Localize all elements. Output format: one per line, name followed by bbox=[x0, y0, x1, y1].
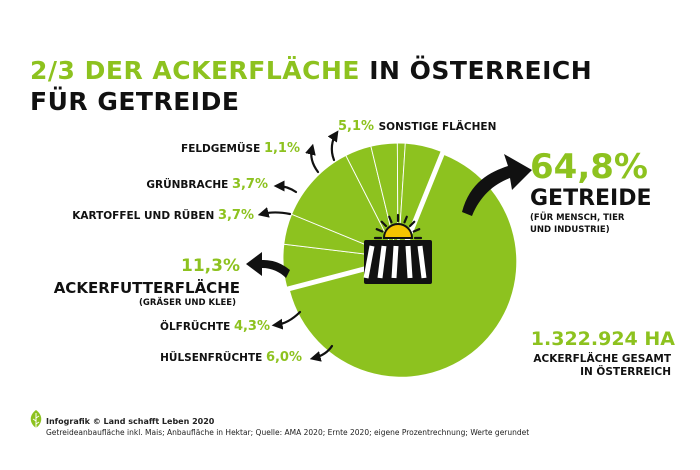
footer: Infografik © Land schafft Leben 2020 Get… bbox=[46, 416, 529, 438]
title-black: IN ÖSTERREICH bbox=[369, 56, 593, 85]
label-getreide-note-1: (FÜR MENSCH, TIER bbox=[530, 212, 625, 223]
label-oelfruechte: ÖLFRÜCHTE 4,3% bbox=[160, 319, 270, 334]
footer-note: Getreideanbaufläche inkl. Mais; Anbauflä… bbox=[46, 428, 530, 437]
sun-over-field-icon bbox=[363, 213, 432, 284]
total-value: 1.322.924 HA bbox=[531, 328, 675, 350]
label-ackerfutter-name: ACKERFUTTERFLÄCHE bbox=[54, 278, 240, 297]
arrow-gruenbrache bbox=[273, 180, 298, 194]
title-line-2: FÜR GETREIDE bbox=[30, 87, 240, 116]
label-sonstige: 5,1% SONSTIGE FLÄCHEN bbox=[338, 119, 496, 134]
label-ackerfutter-value: 11,3% bbox=[181, 256, 240, 276]
label-gruenbrache: GRÜNBRACHE 3,7% bbox=[146, 177, 268, 192]
total-line-2: IN ÖSTERREICH bbox=[580, 364, 671, 378]
footer-brand: Infografik © Land schafft Leben 2020 bbox=[46, 417, 215, 426]
label-feldgemuese: FELDGEMÜSE 1,1% bbox=[181, 141, 300, 156]
arrow-feldgemuese bbox=[305, 143, 320, 174]
leaf-logo-icon bbox=[30, 410, 42, 428]
pie-slice-ackerfutterfläche bbox=[291, 154, 399, 259]
arrow-ackerfutter bbox=[246, 252, 290, 278]
arrow-getreide bbox=[462, 154, 532, 216]
label-getreide-note-2: UND INDUSTRIE) bbox=[530, 225, 610, 235]
arrow-huelsenfruechte bbox=[309, 344, 334, 362]
title-line-1: 2/3 DER ACKERFLÄCHE IN ÖSTERREICH bbox=[30, 56, 592, 85]
arrow-kartoffel bbox=[257, 207, 292, 218]
arrow-oelfruechte bbox=[271, 310, 302, 330]
label-getreide-value: 64,8% bbox=[530, 147, 648, 187]
label-huelsenfruechte: HÜLSENFRÜCHTE 6,0% bbox=[160, 350, 302, 365]
label-kartoffel: KARTOFFEL UND RÜBEN 3,7% bbox=[72, 208, 254, 223]
total-line-1: ACKERFLÄCHE GESAMT bbox=[533, 351, 671, 365]
label-getreide-name: GETREIDE bbox=[530, 186, 652, 211]
arrow-sonstige bbox=[327, 130, 339, 162]
title-green: 2/3 DER ACKERFLÄCHE bbox=[30, 56, 361, 85]
label-ackerfutter-note: (GRÄSER UND KLEE) bbox=[139, 297, 236, 308]
